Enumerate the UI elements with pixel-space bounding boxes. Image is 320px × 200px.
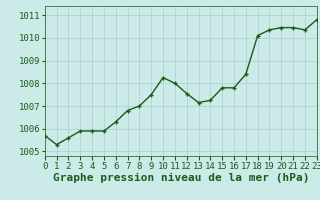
X-axis label: Graphe pression niveau de la mer (hPa): Graphe pression niveau de la mer (hPa)	[52, 173, 309, 183]
